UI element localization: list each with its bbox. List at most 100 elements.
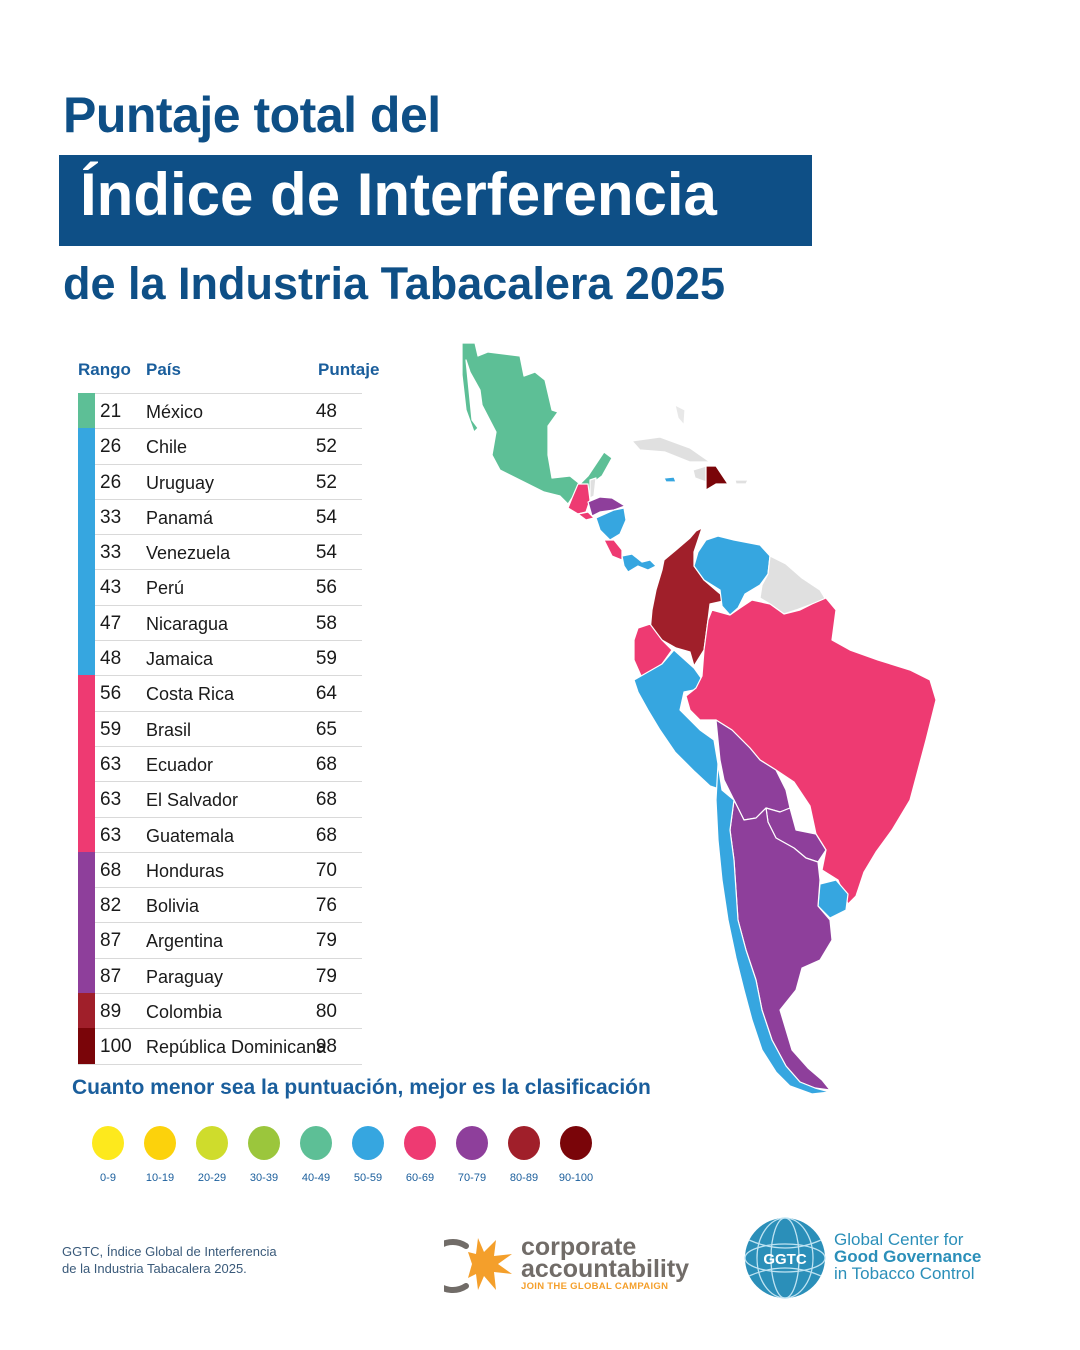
score-value: 52 [315, 471, 337, 493]
table-row: 33 Venezuela 54 [78, 534, 362, 570]
rank-value: 68 [100, 859, 122, 881]
rank-color-stripe [78, 851, 95, 888]
table-row: 43 Perú 56 [78, 569, 362, 605]
rank-color-stripe [78, 604, 95, 641]
table-row: 100 República Dominicana 98 [78, 1028, 362, 1065]
table-body: 21 México 48 26 Chile 52 26 Uruguay 52 33 Panamá 54… [78, 393, 362, 1065]
rank-color-stripe [78, 498, 95, 535]
score-value: 64 [315, 683, 337, 705]
rank-color-stripe [78, 569, 95, 605]
legend-item: 50-59 [342, 1126, 394, 1184]
legend-label: 80-89 [509, 1172, 539, 1184]
rank-value: 63 [100, 824, 122, 846]
ca-logo-tagline: JOIN THE GLOBAL CAMPAIGN [521, 1281, 669, 1292]
rank-value: 87 [100, 965, 122, 987]
map-guatemala [567, 483, 591, 515]
country-name: Ecuador [146, 754, 214, 775]
header-score: Puntaje [318, 360, 380, 379]
rank-value: 100 [100, 1036, 132, 1058]
table-row: 87 Argentina 79 [78, 922, 362, 958]
country-name: Argentina [146, 931, 224, 952]
latin-america-map [461, 342, 937, 1095]
map-panama [621, 553, 657, 573]
legend-label: 0-9 [100, 1172, 116, 1184]
score-value: 48 [315, 401, 337, 422]
legend-label: 60-69 [405, 1172, 435, 1184]
ggtc-line-3: in Tobacco Control [834, 1264, 975, 1283]
score-value: 76 [315, 895, 337, 917]
country-name: Nicaragua [146, 613, 229, 634]
legend-label: 90-100 [558, 1172, 594, 1184]
ggtc-badge-text: GGTC [763, 1251, 806, 1268]
title-line-1: Puntaje total del [63, 87, 441, 143]
map-venezuela [693, 535, 771, 616]
country-name: Chile [146, 437, 188, 458]
map-nicaragua [595, 507, 627, 541]
country-name: Uruguay [146, 472, 215, 493]
rank-color-stripe [78, 640, 95, 676]
legend-label: 30-39 [249, 1172, 279, 1184]
score-value: 79 [315, 965, 337, 987]
table-row: 87 Paraguay 79 [78, 957, 362, 994]
header-rank: Rango [78, 360, 131, 379]
rank-value: 43 [100, 577, 122, 599]
country-name: Paraguay [146, 966, 224, 987]
rank-color-stripe [78, 1028, 95, 1064]
legend-swatch [508, 1126, 540, 1160]
title-line-3: de la Industria Tabacalera 2025 [63, 258, 725, 309]
rank-value: 82 [100, 895, 122, 917]
table-row: 48 Jamaica 59 [78, 640, 362, 676]
score-value: 56 [315, 577, 337, 599]
legend-swatch [144, 1126, 176, 1160]
rank-value: 47 [100, 612, 122, 634]
rank-color-stripe [78, 534, 95, 570]
rank-value: 26 [100, 436, 122, 458]
legend-swatch [404, 1126, 436, 1160]
legend-item: 70-79 [446, 1126, 498, 1184]
rank-color-stripe [78, 887, 95, 923]
table-row: 56 Costa Rica 64 [78, 675, 362, 711]
legend-label: 20-29 [197, 1172, 227, 1184]
rank-color-stripe [78, 993, 95, 1029]
legend-item: 30-39 [238, 1126, 290, 1184]
source-citation: GGTC, Índice Global de Interferencia de … [62, 1243, 277, 1277]
legend-caption: Cuanto menor sea la puntuación, mejor es… [72, 1076, 651, 1099]
legend-swatch [300, 1126, 332, 1160]
table-header: Rango País Puntaje [78, 356, 388, 392]
country-name: República Dominicana [146, 1037, 327, 1058]
rank-value: 26 [100, 471, 122, 493]
source-line-1: GGTC, Índice Global de Interferencia [62, 1244, 277, 1259]
source-line-2: de la Industria Tabacalera 2025. [62, 1261, 247, 1276]
score-value: 80 [315, 1001, 337, 1023]
rank-color-stripe [78, 675, 95, 711]
rank-color-stripe [78, 393, 95, 429]
legend-item: 0-9 [82, 1126, 134, 1184]
score-value: 52 [315, 436, 337, 458]
score-value: 68 [315, 789, 337, 811]
legend-swatch [456, 1126, 488, 1160]
country-name: Panamá [146, 507, 214, 528]
map-honduras [587, 496, 626, 517]
score-value: 54 [315, 506, 337, 528]
table-row: 63 El Salvador 68 [78, 781, 362, 817]
table-row: 26 Chile 52 [78, 428, 362, 464]
score-value: 58 [315, 612, 337, 634]
legend-item: 60-69 [394, 1126, 446, 1184]
rank-value: 89 [100, 1001, 122, 1023]
legend-item: 90-100 [550, 1126, 602, 1184]
rank-color-stripe [78, 781, 95, 817]
ca-logo-line-2: accountability [521, 1255, 690, 1283]
country-name: México [146, 402, 204, 422]
title-line-2: Índice de Interferencia [80, 161, 717, 228]
country-name: Colombia [146, 1002, 223, 1023]
legend-label: 50-59 [353, 1172, 383, 1184]
rank-color-stripe [78, 957, 95, 994]
sun-icon [425, 1238, 512, 1293]
country-name: Brasil [146, 719, 192, 740]
ggtc-line-1: Global Center for [834, 1230, 964, 1249]
rank-color-stripe [78, 745, 95, 782]
legend-item: 40-49 [290, 1126, 342, 1184]
table-row: 68 Honduras 70 [78, 851, 362, 888]
map-jamaica [663, 476, 677, 483]
country-name: Venezuela [146, 543, 231, 564]
